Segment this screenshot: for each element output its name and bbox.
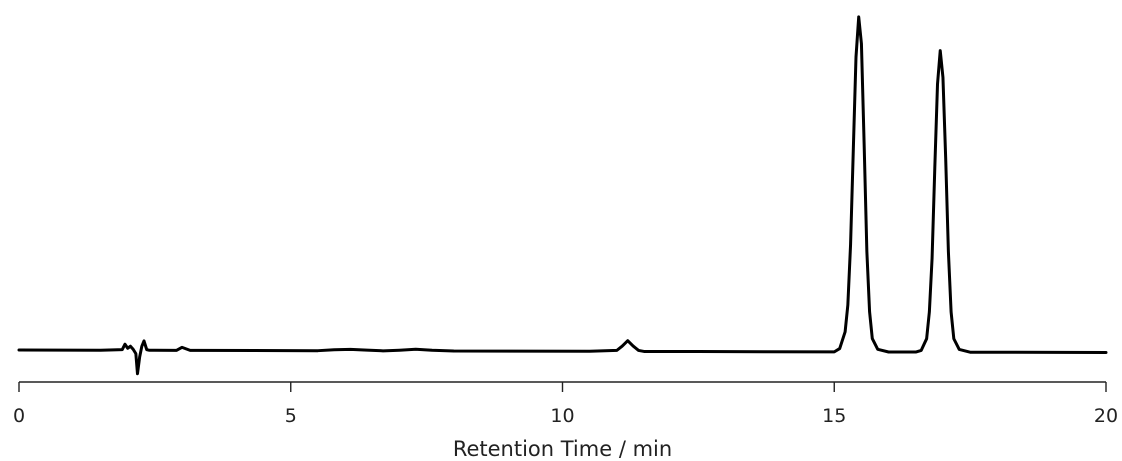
x-tick-label: 10: [550, 405, 574, 427]
x-tick-label: 0: [13, 405, 25, 427]
x-tick-label: 15: [822, 405, 846, 427]
x-axis: 0 5 10 15 20 Retention Time / min: [13, 381, 1118, 461]
x-tick-label: 5: [285, 405, 297, 427]
x-tick-label: 20: [1094, 405, 1118, 427]
plot-area: [17, 15, 1108, 376]
x-axis-title: Retention Time / min: [453, 437, 672, 461]
chromatogram-trace: [17, 15, 1108, 376]
x-axis-ticks: 0 5 10 15 20: [13, 382, 1118, 427]
